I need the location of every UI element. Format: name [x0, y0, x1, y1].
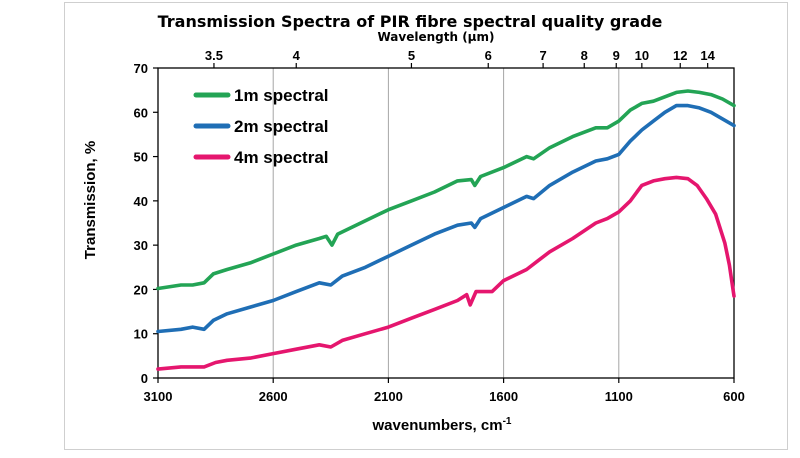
y-tick-label-30: 30 [134, 238, 148, 253]
y-tick-label-70: 70 [134, 61, 148, 76]
y-tick-label-40: 40 [134, 194, 148, 209]
y-tick-label-50: 50 [134, 150, 148, 165]
series-line-2 [156, 103, 736, 334]
y-tick-label-10: 10 [134, 327, 148, 342]
x-tick-label-1600: 1600 [489, 389, 518, 404]
x-tick-label-2100: 2100 [374, 389, 403, 404]
x-axis-title-text: wavenumbers, cm [372, 417, 503, 434]
x-tick-label-3100: 3100 [144, 389, 173, 404]
legend: 1m spectral 2m spectral 4m spectral [193, 86, 329, 167]
top-tick-label-2: 5 [408, 48, 415, 63]
top-tick-label-6: 9 [613, 48, 620, 63]
top-tick-label-3: 6 [485, 48, 492, 63]
top-axis-title: Wavelength (µm) [377, 30, 494, 44]
x-axis-title: wavenumbers, cm-1 [372, 416, 512, 434]
y-axis-ticks: 0 10 20 30 40 50 60 70 [134, 61, 158, 386]
y-tick-label-60: 60 [134, 105, 148, 120]
legend-label-3: 4m spectral [234, 148, 329, 167]
top-tick-label-1: 4 [293, 48, 301, 63]
chart-title: Transmission Spectra of PIR fibre spectr… [158, 12, 663, 31]
series-line-3 [156, 175, 736, 371]
top-tick-label-5: 8 [581, 48, 588, 63]
series-lines [156, 89, 736, 371]
top-axis-ticks: 3.5 4 5 6 7 8 9 10 12 14 [205, 48, 716, 68]
x-axis-title-superscript: -1 [503, 416, 512, 427]
top-tick-label-0: 3.5 [205, 48, 223, 63]
grid-lines [272, 68, 620, 378]
legend-label-1: 1m spectral [234, 86, 329, 105]
x-tick-label-1100: 1100 [605, 389, 633, 404]
y-axis-title: Transmission, % [82, 141, 99, 259]
top-tick-label-7: 10 [635, 48, 649, 63]
x-tick-label-600: 600 [723, 389, 745, 404]
top-tick-label-8: 12 [673, 48, 687, 63]
chart-frame [64, 2, 788, 450]
legend-label-2: 2m spectral [234, 117, 329, 136]
series-line-1 [156, 89, 736, 291]
x-tick-label-2600: 2600 [259, 389, 288, 404]
x-axis-ticks: 3100 2600 2100 1600 1100 600 [144, 378, 745, 404]
plot-area-border [157, 67, 735, 379]
y-tick-label-20: 20 [134, 282, 148, 297]
top-tick-label-9: 14 [700, 48, 715, 63]
top-tick-label-4: 7 [539, 48, 546, 63]
y-tick-label-0: 0 [141, 371, 148, 386]
